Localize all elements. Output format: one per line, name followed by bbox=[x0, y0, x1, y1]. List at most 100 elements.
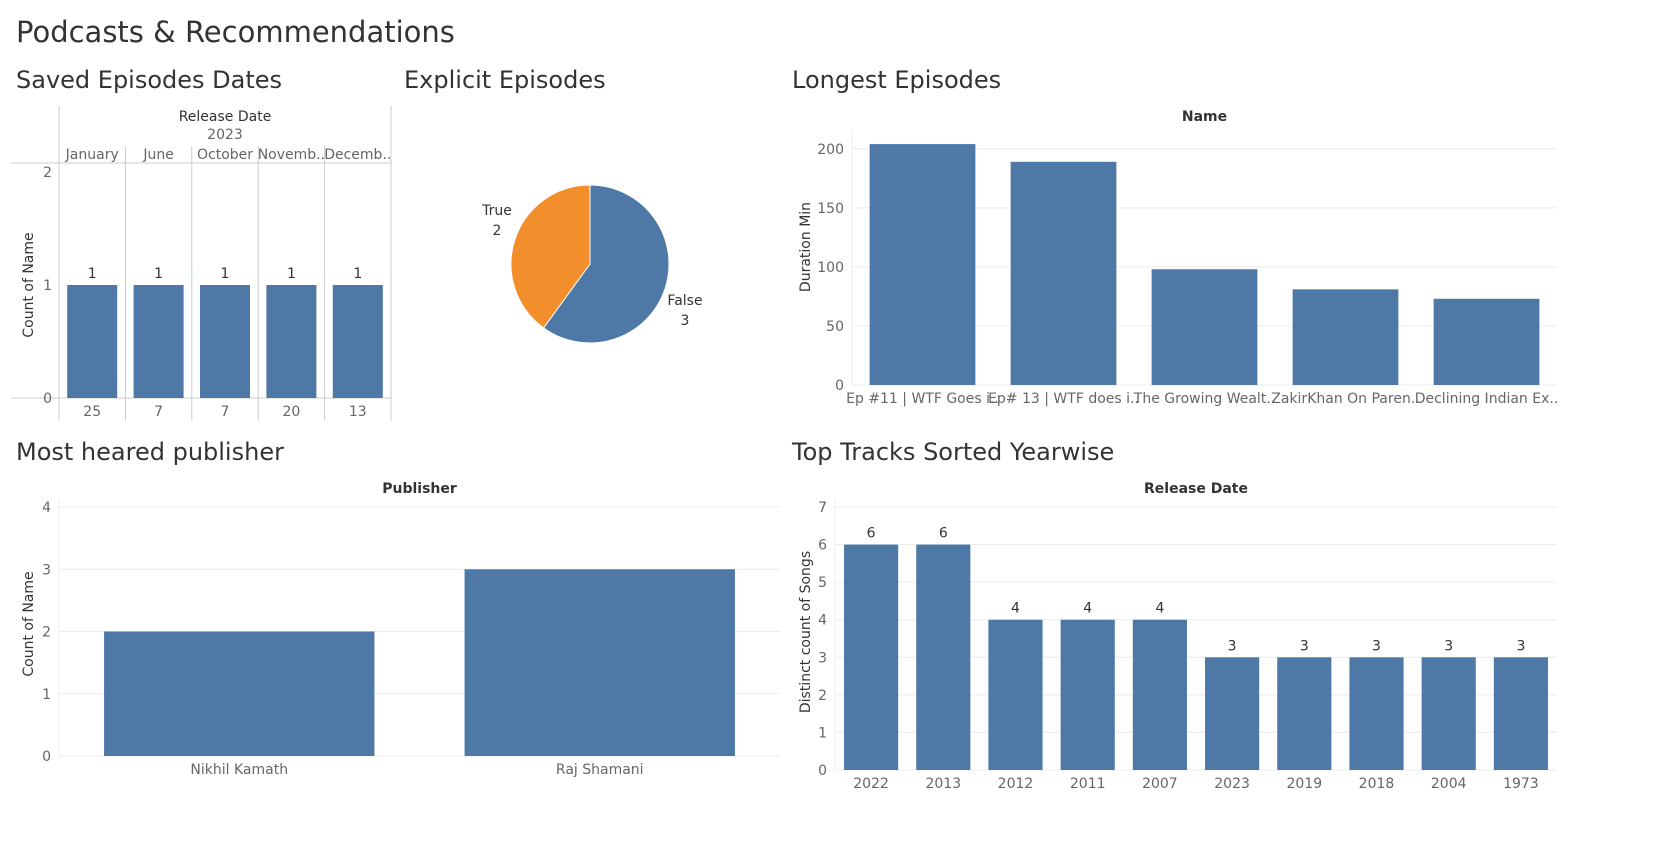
y-tick-label: 3 bbox=[818, 650, 827, 666]
bar bbox=[844, 544, 899, 770]
data-label: 4 bbox=[1011, 601, 1020, 617]
y-axis-title: Count of Name bbox=[21, 571, 37, 676]
y-axis-title: Count of Name bbox=[21, 232, 37, 337]
slice-value-true: 2 bbox=[493, 223, 502, 239]
bar bbox=[1060, 619, 1115, 770]
bar bbox=[1421, 657, 1476, 770]
bar bbox=[133, 285, 184, 398]
category-label: 2018 bbox=[1359, 776, 1395, 792]
bar bbox=[1349, 657, 1404, 770]
y-tick-label: 4 bbox=[42, 500, 51, 516]
pie-slice-true bbox=[510, 184, 591, 329]
bar bbox=[266, 285, 317, 398]
bar bbox=[1277, 657, 1332, 770]
y-tick-label: 0 bbox=[42, 749, 51, 765]
bar bbox=[67, 285, 118, 398]
y-tick-label: 0 bbox=[835, 378, 844, 394]
category-label: Declining Indian Ex.. bbox=[1415, 391, 1559, 407]
category-label: 2023 bbox=[1214, 776, 1250, 792]
data-label: 1 bbox=[353, 266, 362, 282]
y-tick-label: 2 bbox=[42, 625, 51, 641]
category-label: 1973 bbox=[1503, 776, 1539, 792]
column-header: Release Date bbox=[1144, 481, 1248, 497]
bar bbox=[1493, 657, 1548, 770]
y-tick-label: 2 bbox=[818, 688, 827, 704]
bar bbox=[1151, 269, 1258, 385]
y-axis-title: Distinct count of Songs bbox=[798, 551, 814, 713]
y-tick-label: 4 bbox=[818, 613, 827, 629]
slice-label-false: False bbox=[667, 293, 702, 309]
data-label: 6 bbox=[939, 526, 948, 542]
bar bbox=[1010, 161, 1117, 385]
explicit-episodes-title: Explicit Episodes bbox=[404, 66, 606, 94]
bar bbox=[1433, 298, 1540, 385]
bar bbox=[1292, 289, 1399, 385]
y-tick-label: 5 bbox=[818, 575, 827, 591]
category-label: 2019 bbox=[1286, 776, 1322, 792]
y-tick-label: 50 bbox=[826, 319, 844, 335]
day-label: 7 bbox=[154, 404, 163, 420]
top-tracks-title: Top Tracks Sorted Yearwise bbox=[792, 438, 1115, 466]
y-tick-label: 150 bbox=[817, 201, 844, 217]
day-label: 20 bbox=[282, 404, 300, 420]
data-label: 3 bbox=[1444, 638, 1453, 654]
bar bbox=[1132, 619, 1187, 770]
day-label: 13 bbox=[349, 404, 367, 420]
y-tick-label: 6 bbox=[818, 538, 827, 554]
bar bbox=[1205, 657, 1260, 770]
column-header: Name bbox=[1182, 109, 1227, 125]
y-tick-label: 100 bbox=[817, 260, 844, 276]
data-label: 3 bbox=[1300, 638, 1309, 654]
day-label: 25 bbox=[83, 404, 101, 420]
bar bbox=[916, 544, 971, 770]
y-axis-title: Duration Min bbox=[798, 202, 814, 292]
bar bbox=[200, 285, 250, 398]
y-tick-label: 2 bbox=[43, 165, 52, 181]
bar bbox=[332, 285, 383, 398]
column-header: Release Date bbox=[179, 109, 272, 125]
category-label: 2004 bbox=[1431, 776, 1467, 792]
category-label: 2007 bbox=[1142, 776, 1178, 792]
data-label: 3 bbox=[1372, 638, 1381, 654]
data-label: 6 bbox=[867, 526, 876, 542]
y-tick-label: 1 bbox=[43, 278, 52, 294]
month-label: June bbox=[142, 147, 174, 163]
category-label: 2012 bbox=[998, 776, 1034, 792]
data-label: 1 bbox=[287, 266, 296, 282]
category-label: Nikhil Kamath bbox=[190, 762, 288, 778]
bar bbox=[869, 144, 976, 385]
y-tick-label: 7 bbox=[818, 500, 827, 516]
category-label: ZakirKhan On Paren.. bbox=[1271, 391, 1419, 407]
bar bbox=[988, 619, 1043, 770]
month-label: Decemb.. bbox=[324, 147, 391, 163]
category-label: Ep #11 | WTF Goes i.. bbox=[846, 391, 999, 407]
month-label: October bbox=[197, 147, 253, 163]
day-label: 7 bbox=[221, 404, 230, 420]
longest-episodes-title: Longest Episodes bbox=[792, 66, 1002, 94]
pie-slice-false bbox=[542, 184, 670, 344]
year-header: 2023 bbox=[207, 127, 243, 143]
publisher-title: Most heared publisher bbox=[16, 438, 284, 466]
y-tick-label: 0 bbox=[43, 391, 52, 407]
y-tick-label: 0 bbox=[818, 763, 827, 779]
category-label: 2011 bbox=[1070, 776, 1106, 792]
saved-episodes-title: Saved Episodes Dates bbox=[16, 66, 283, 94]
data-label: 3 bbox=[1228, 638, 1237, 654]
category-label: Ep# 13 | WTF does i.. bbox=[988, 391, 1139, 407]
month-label: January bbox=[65, 147, 119, 163]
dashboard-title: Podcasts & Recommendations bbox=[16, 15, 455, 49]
slice-value-false: 3 bbox=[681, 313, 690, 329]
month-label: Novemb.. bbox=[258, 147, 325, 163]
bar bbox=[104, 631, 375, 756]
slice-label-true: True bbox=[481, 203, 512, 219]
category-label: 2022 bbox=[853, 776, 889, 792]
column-header: Publisher bbox=[382, 481, 457, 497]
category-label: The Growing Wealt.. bbox=[1133, 391, 1275, 407]
data-label: 1 bbox=[154, 266, 163, 282]
category-label: Raj Shamani bbox=[556, 762, 644, 778]
